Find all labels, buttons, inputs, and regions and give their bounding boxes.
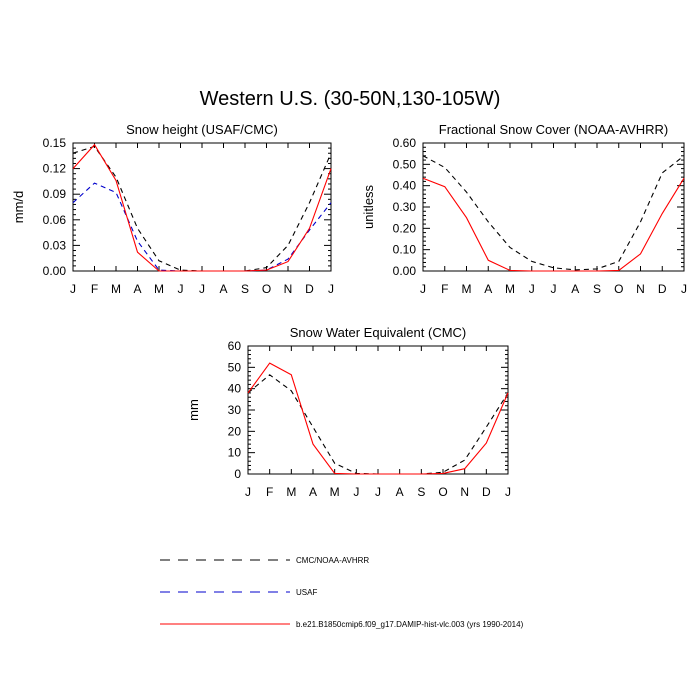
figure-title: Western U.S. (30-50N,130-105W): [199, 88, 501, 110]
y-tick-label: 20: [228, 424, 242, 438]
x-tick-label: M: [111, 282, 121, 296]
x-tick-label: S: [593, 282, 601, 296]
x-tick-label: J: [353, 485, 359, 499]
x-tick-label: A: [219, 282, 227, 296]
x-tick-label: J: [199, 282, 205, 296]
x-tick-label: S: [417, 485, 425, 499]
x-tick-label: J: [529, 282, 535, 296]
x-tick-label: M: [505, 282, 515, 296]
x-tick-label: D: [305, 282, 314, 296]
x-tick-label: N: [460, 485, 469, 499]
series-line-2: [72, 182, 332, 272]
y-tick-label: 0.60: [393, 136, 417, 150]
y-tick-label: 0: [234, 467, 241, 481]
x-tick-label: J: [178, 282, 184, 296]
y-axis-label: unitless: [361, 184, 376, 229]
x-tick-label: A: [396, 485, 404, 499]
legend-line-usaf: [160, 591, 290, 593]
y-tick-label: 0.06: [43, 213, 67, 227]
series-line-2: [422, 177, 685, 272]
x-tick-label: J: [375, 485, 381, 499]
y-tick-label: 0.09: [43, 187, 67, 201]
legend-line-model: [160, 623, 290, 625]
x-tick-label: N: [284, 282, 293, 296]
x-tick-label: J: [245, 485, 251, 499]
plot-frame: [72, 142, 332, 272]
legend-item-usaf: USAF: [160, 584, 317, 600]
series-line-1: [247, 374, 509, 475]
y-tick-label: 0.30: [393, 200, 417, 214]
series-line-2: [247, 362, 509, 475]
y-tick-label: 0.00: [393, 264, 417, 278]
x-tick-label: O: [438, 485, 447, 499]
y-tick-label: 0.50: [393, 157, 417, 171]
y-tick-label: 0.12: [43, 162, 67, 176]
x-tick-label: M: [154, 282, 164, 296]
chart-panel-1: J F M A M J J A S O N D J0.000.030.060.090.120.15Sno…: [11, 122, 334, 296]
y-tick-label: 0.15: [43, 136, 67, 150]
x-tick-label: M: [286, 485, 296, 499]
x-tick-label: D: [658, 282, 667, 296]
x-tick-label: J: [505, 485, 511, 499]
y-tick-label: 30: [228, 403, 242, 417]
plot-frame: [247, 345, 509, 475]
x-tick-label: A: [133, 282, 141, 296]
panel-title: Fractional Snow Cover (NOAA-AVHRR): [439, 122, 668, 137]
y-axis-label: mm/d: [11, 191, 26, 224]
x-tick-label: A: [309, 485, 317, 499]
y-tick-label: 60: [228, 339, 242, 353]
legend-item-cmc: CMC/NOAA-AVHRR: [160, 552, 369, 568]
x-tick-label: O: [614, 282, 623, 296]
x-tick-label: N: [636, 282, 645, 296]
legend-label-cmc: CMC/NOAA-AVHRR: [296, 555, 370, 565]
y-tick-label: 50: [228, 360, 242, 374]
panel-title: Snow height (USAF/CMC): [126, 122, 278, 137]
y-tick-label: 0.00: [43, 264, 67, 278]
legend-line-cmc: [160, 559, 290, 561]
x-tick-label: F: [266, 485, 273, 499]
y-tick-label: 0.40: [393, 179, 417, 193]
x-tick-label: F: [441, 282, 448, 296]
legend-label-usaf: USAF: [296, 587, 318, 597]
x-tick-label: A: [484, 282, 492, 296]
x-tick-label: A: [571, 282, 579, 296]
x-tick-label: J: [551, 282, 557, 296]
y-tick-label: 0.03: [43, 238, 67, 252]
y-tick-label: 10: [228, 446, 242, 460]
x-tick-label: D: [482, 485, 491, 499]
series-line-1: [72, 145, 332, 272]
panel-title: Snow Water Equivalent (CMC): [290, 325, 467, 340]
legend-label-model: b.e21.B1850cmip6.f09_g17.DAMIP-hist-vlc.…: [296, 619, 524, 629]
y-tick-label: 0.10: [393, 243, 417, 257]
x-tick-label: J: [328, 282, 334, 296]
x-tick-label: O: [262, 282, 271, 296]
x-tick-label: S: [241, 282, 249, 296]
x-tick-label: J: [70, 282, 76, 296]
y-tick-label: 40: [228, 382, 242, 396]
y-tick-label: 0.20: [393, 221, 417, 235]
x-tick-label: M: [462, 282, 472, 296]
chart-panel-2: J F M A M J J A S O N D J0.000.100.200.300.400.500.6…: [361, 122, 687, 296]
x-tick-label: J: [420, 282, 426, 296]
plot-frame: [422, 142, 685, 272]
legend-item-model: b.e21.B1850cmip6.f09_g17.DAMIP-hist-vlc.…: [160, 616, 523, 632]
y-axis-label: mm: [186, 399, 201, 421]
x-tick-label: M: [330, 485, 340, 499]
x-tick-label: J: [681, 282, 687, 296]
x-tick-label: F: [91, 282, 98, 296]
series-line-1: [422, 155, 685, 271]
series-line-3: [72, 143, 332, 272]
